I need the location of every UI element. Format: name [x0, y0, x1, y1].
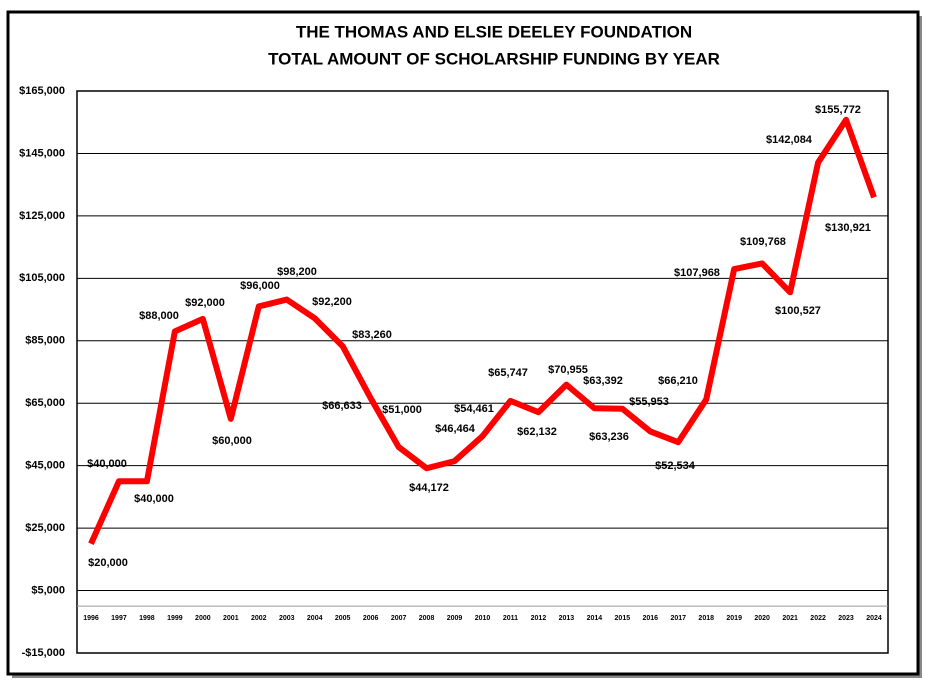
- x-tick-label: 1999: [167, 615, 183, 622]
- chart-title: TOTAL AMOUNT OF SCHOLARSHIP FUNDING BY Y…: [268, 49, 720, 68]
- y-tick-label: -$15,000: [22, 647, 65, 659]
- data-label: $40,000: [87, 458, 127, 470]
- x-tick-label: 2001: [223, 615, 239, 622]
- x-tick-label: 2019: [726, 615, 742, 622]
- data-label: $63,236: [589, 431, 629, 443]
- x-tick-label: 2003: [279, 615, 295, 622]
- x-tick-label: 2022: [810, 615, 826, 622]
- data-label: $142,084: [766, 134, 813, 146]
- data-label: $107,968: [674, 267, 720, 279]
- data-label: $55,953: [629, 396, 669, 408]
- x-tick-label: 2018: [698, 615, 714, 622]
- x-tick-label: 2024: [866, 615, 882, 622]
- x-tick-label: 2008: [419, 615, 435, 622]
- data-label: $46,464: [435, 423, 476, 435]
- x-tick-label: 1997: [111, 615, 127, 622]
- data-label: $70,955: [548, 364, 588, 376]
- x-tick-label: 2015: [615, 615, 631, 622]
- y-tick-label: $5,000: [31, 584, 65, 596]
- data-label: $130,921: [825, 222, 871, 234]
- data-label: $66,210: [658, 375, 698, 387]
- x-tick-label: 1996: [83, 615, 99, 622]
- data-label: $109,768: [740, 236, 786, 248]
- data-label: $83,260: [352, 329, 392, 341]
- x-tick-label: 2013: [559, 615, 575, 622]
- data-label: $92,200: [312, 296, 352, 308]
- data-label: $66,633: [322, 400, 362, 412]
- x-tick-label: 2012: [531, 615, 547, 622]
- data-line: [88, 116, 877, 545]
- y-tick-label: $25,000: [25, 522, 65, 534]
- x-tick-label: 2020: [754, 615, 770, 622]
- chart-frame: [6, 10, 920, 676]
- x-tick-label: 2017: [670, 615, 686, 622]
- x-tick-label: 2016: [643, 615, 659, 622]
- y-tick-label: $125,000: [19, 210, 65, 222]
- data-label: $155,772: [815, 104, 861, 116]
- data-label: $44,172: [409, 482, 449, 494]
- chart-title: THE THOMAS AND ELSIE DEELEY FOUNDATION: [296, 22, 692, 41]
- data-label: $40,000: [134, 493, 174, 505]
- data-label: $63,392: [583, 375, 623, 387]
- y-tick-label: $105,000: [19, 272, 65, 284]
- y-tick-label: $85,000: [25, 335, 65, 347]
- y-tick-label: $65,000: [25, 397, 65, 409]
- data-label: $51,000: [382, 404, 422, 416]
- data-label: $20,000: [88, 557, 128, 569]
- x-tick-label: 2023: [838, 615, 854, 622]
- x-tick-label: 2000: [195, 615, 211, 622]
- data-label: $62,132: [517, 426, 557, 438]
- x-tick-label: 2004: [307, 615, 323, 622]
- x-tick-label: 2009: [447, 615, 463, 622]
- data-label: $88,000: [139, 310, 179, 322]
- data-label: $54,461: [454, 403, 494, 415]
- x-tick-label: 2010: [475, 615, 491, 622]
- data-label: $98,200: [277, 266, 317, 278]
- data-label: $65,747: [488, 367, 528, 379]
- y-tick-label: $145,000: [19, 147, 65, 159]
- data-label: $100,527: [775, 305, 821, 317]
- data-label: $92,000: [185, 297, 225, 309]
- x-tick-label: 2014: [587, 615, 603, 622]
- y-tick-label: $165,000: [19, 85, 65, 97]
- x-tick-label: 2002: [251, 615, 267, 622]
- y-tick-label: $45,000: [25, 460, 65, 472]
- x-tick-label: 2007: [391, 615, 407, 622]
- data-label: $60,000: [212, 435, 252, 447]
- x-tick-label: 1998: [139, 615, 155, 622]
- data-label: $96,000: [240, 280, 280, 292]
- data-label: $52,534: [655, 460, 696, 472]
- x-tick-label: 2006: [363, 615, 379, 622]
- x-tick-label: 2011: [503, 615, 518, 622]
- x-tick-label: 2021: [782, 615, 798, 622]
- x-tick-label: 2005: [335, 615, 351, 622]
